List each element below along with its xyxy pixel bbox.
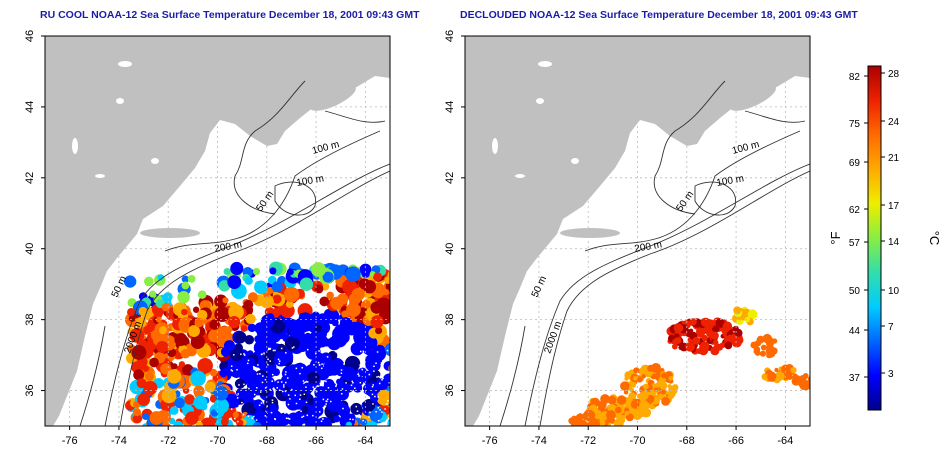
fahrenheit-tick-label: 69 [849,158,861,169]
latitude-tick-label: 46 [24,30,36,42]
longitude-tick-label: -76 [482,435,498,447]
longitude-tick-label: -64 [357,435,373,447]
contour-label: 100 m [716,173,745,189]
contour-label: 200 m [214,239,243,255]
latitude-tick-label: 38 [24,314,36,326]
fahrenheit-tick-label: 44 [849,326,861,337]
latitude-tick-label: 40 [24,243,36,255]
long-island [560,228,620,238]
sst-field [123,261,390,426]
longitude-tick-label: -72 [160,435,176,447]
contour-label: 100 m [296,173,325,189]
bathymetry-contours [79,80,390,426]
left-panel-title: RU COOL NOAA-12 Sea Surface Temperature … [40,9,420,21]
celsius-tick-label: 7 [888,322,894,333]
longitude-tick-label: -66 [728,435,744,447]
latitude-tick-label: 44 [24,101,36,113]
longitude-tick-label: -68 [259,435,275,447]
celsius-axis-label: °C [927,231,942,246]
celsius-tick-label: 28 [888,69,900,80]
latitude-tick-label: 42 [24,172,36,184]
long-island [140,228,200,238]
latitude-tick-label: 40 [444,243,456,255]
fahrenheit-tick-label: 75 [849,119,861,130]
latitude-tick-label: 38 [444,314,456,326]
longitude-tick-label: -68 [679,435,695,447]
celsius-tick-label: 10 [888,286,900,297]
celsius-tick-label: 17 [888,201,900,212]
celsius-tick-label: 3 [888,369,894,380]
right-panel-title: DECLOUDED NOAA-12 Sea Surface Temperatur… [460,9,858,21]
latitude-tick-label: 44 [444,101,456,113]
fahrenheit-axis-label: °F [828,231,843,244]
contour-label: 200 m [634,239,663,255]
longitude-tick-label: -66 [308,435,324,447]
longitude-tick-label: -70 [210,435,226,447]
colorbar-gradient [867,65,882,411]
nova-scotia [730,85,776,111]
nova-scotia [310,85,356,111]
latitude-tick-label: 36 [24,384,36,396]
longitude-tick-label: -74 [531,435,547,447]
celsius-tick-label: 14 [888,237,900,248]
longitude-tick-label: -72 [580,435,596,447]
longitude-tick-label: -74 [111,435,127,447]
celsius-tick-label: 21 [888,153,900,164]
longitude-tick-label: -64 [777,435,793,447]
latitude-tick-label: 46 [444,30,456,42]
latitude-tick-label: 36 [444,384,456,396]
longitude-tick-label: -76 [62,435,78,447]
latitude-tick-label: 42 [444,172,456,184]
fahrenheit-tick-label: 37 [849,373,861,384]
celsius-tick-label: 24 [888,117,900,128]
land-mass [45,36,390,426]
fahrenheit-tick-label: 57 [849,238,861,249]
fahrenheit-tick-label: 62 [849,205,861,216]
temperature-colorbar: 82 75 69 62 57 50 44 37 28 24 21 17 14 10 7 3 °F °C [828,65,942,411]
longitude-tick-label: -70 [630,435,646,447]
fahrenheit-tick-label: 50 [849,286,861,297]
bathymetry-contours [499,80,810,426]
fahrenheit-tick-label: 82 [849,72,861,83]
land-mass [465,36,810,426]
